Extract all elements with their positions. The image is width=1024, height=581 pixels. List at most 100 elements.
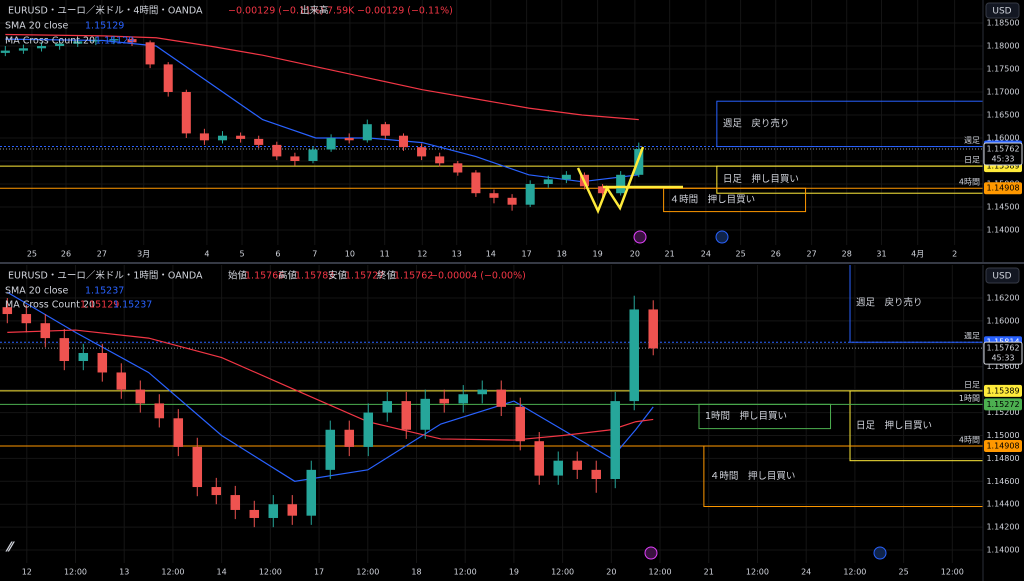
- y-tick-label: 1.14800: [986, 454, 1019, 463]
- y-tick-label: 1.15600: [986, 362, 1019, 371]
- candle-body: [116, 372, 127, 390]
- zone-label: 1時間 押し目買い: [705, 410, 787, 422]
- overlay: ⁄⁄ USD USD EURUSD・ユーロ／米ドル・4時間・OANDA −0.0…: [0, 2, 1024, 560]
- candle-body: [477, 389, 487, 395]
- candle-body: [287, 504, 298, 516]
- x-tick-label: 28: [842, 250, 852, 259]
- candle-body: [192, 446, 203, 488]
- x-tick-label: 12:00: [649, 568, 672, 577]
- symbol-title: EURUSD・ユーロ／米ドル・1時間・OANDA: [8, 270, 203, 282]
- ohlc-label: 高値: [278, 270, 298, 282]
- y-tick-label: 1.15200: [986, 408, 1019, 417]
- x-tick-label: 5: [239, 250, 244, 259]
- candle-body: [362, 124, 372, 141]
- candle-body: [78, 352, 89, 362]
- price-tag: [984, 398, 1022, 411]
- candle-body: [268, 504, 279, 518]
- level-name: 4時間: [959, 178, 980, 187]
- candle-body: [135, 389, 146, 404]
- event-icon[interactable]: [644, 546, 658, 560]
- x-tick-label: 17: [522, 250, 532, 259]
- candle-body: [272, 144, 282, 157]
- candle-body: [21, 314, 32, 324]
- y-tick-label: 1.16200: [986, 293, 1019, 302]
- candle-body: [40, 323, 51, 339]
- level-name: 週足: [964, 136, 980, 145]
- x-tick-label: 17: [314, 568, 324, 577]
- price-tag-label: 1.14908: [986, 442, 1019, 451]
- candle-body: [525, 184, 535, 205]
- x-tick-label: 11: [380, 250, 390, 259]
- x-tick-label: 27: [97, 250, 107, 259]
- indicator-name: SMA 20 close: [5, 21, 68, 32]
- price-tag-label: 1.14908: [986, 184, 1019, 193]
- x-tick-label: 25: [899, 568, 909, 577]
- price-tag-label: 1.15389: [986, 386, 1019, 395]
- candle-body: [629, 309, 639, 402]
- indicator-value: 1.15237: [113, 300, 152, 311]
- price-tag-label: 1.15389: [986, 162, 1019, 171]
- level-name: 1時間: [959, 394, 980, 403]
- x-tick-label: 18: [557, 250, 567, 259]
- price-tag: [984, 440, 1022, 453]
- candle-body: [97, 352, 108, 373]
- x-tick-label: 18: [411, 568, 421, 577]
- logo: ⁄⁄: [5, 541, 15, 556]
- candle-body: [0, 50, 10, 53]
- candle-body: [496, 389, 506, 407]
- zone-label: ４時間 押し目買い: [710, 470, 796, 482]
- x-tick-label: 12:00: [941, 568, 964, 577]
- currency-button[interactable]: [985, 267, 1020, 284]
- candle-body: [515, 406, 525, 442]
- candle-body: [401, 401, 412, 430]
- candle-body: [458, 394, 468, 404]
- x-tick-label: 27: [807, 250, 817, 259]
- event-icon[interactable]: [873, 546, 887, 560]
- price-tag: [984, 384, 1022, 397]
- candle-body: [344, 138, 354, 141]
- y-tick-label: 1.15000: [986, 431, 1019, 440]
- candle-body: [572, 460, 582, 470]
- currency-label[interactable]: USD: [992, 272, 1011, 282]
- x-tick-label: 19: [509, 568, 519, 577]
- y-tick-label: 1.14000: [986, 226, 1019, 235]
- x-tick-label: 25: [27, 250, 37, 259]
- zone-label: 週足 戻り売り: [856, 296, 923, 308]
- price-change: −0.00129 (−0.11%): [228, 6, 324, 17]
- level-name: 4時間: [959, 436, 980, 445]
- x-tick-label: 20: [630, 250, 640, 259]
- price-axis: [983, 265, 1024, 581]
- ohlc-label: 安値: [328, 270, 348, 282]
- event-icon[interactable]: [715, 230, 729, 244]
- event-icon[interactable]: [633, 230, 647, 244]
- candle-body: [308, 149, 318, 162]
- candle-body: [489, 193, 499, 198]
- y-tick-label: 1.14000: [986, 546, 1019, 555]
- x-tick-label: 24: [701, 250, 711, 259]
- x-tick-label: 2: [952, 250, 957, 259]
- price-tag: [984, 182, 1022, 195]
- x-tick-label: 12:00: [161, 568, 184, 577]
- candle-body: [230, 495, 241, 510]
- level-name: 日足: [964, 380, 980, 389]
- candle-body: [417, 147, 427, 157]
- x-tick-label: 4: [204, 250, 209, 259]
- currency-label[interactable]: USD: [992, 7, 1011, 17]
- currency-button[interactable]: [985, 2, 1020, 19]
- level-name: 週足: [964, 332, 980, 341]
- indicator-name: SMA 20 close: [5, 286, 68, 297]
- candle-body: [109, 39, 119, 41]
- zone-label: 週足 戻り売り: [723, 117, 790, 129]
- candle-body: [439, 398, 449, 404]
- y-tick-label: 1.14500: [986, 203, 1019, 212]
- candle-body: [591, 469, 601, 480]
- indicator-value: 1.15129: [85, 21, 124, 32]
- candle-body: [91, 40, 101, 42]
- countdown: 45:33: [991, 154, 1014, 163]
- y-tick-label: 1.17000: [986, 88, 1019, 97]
- y-tick-label: 1.18500: [986, 19, 1019, 28]
- ohlc-value: 1.15762: [394, 271, 433, 282]
- candle-body: [534, 441, 544, 476]
- candle-body: [249, 509, 260, 518]
